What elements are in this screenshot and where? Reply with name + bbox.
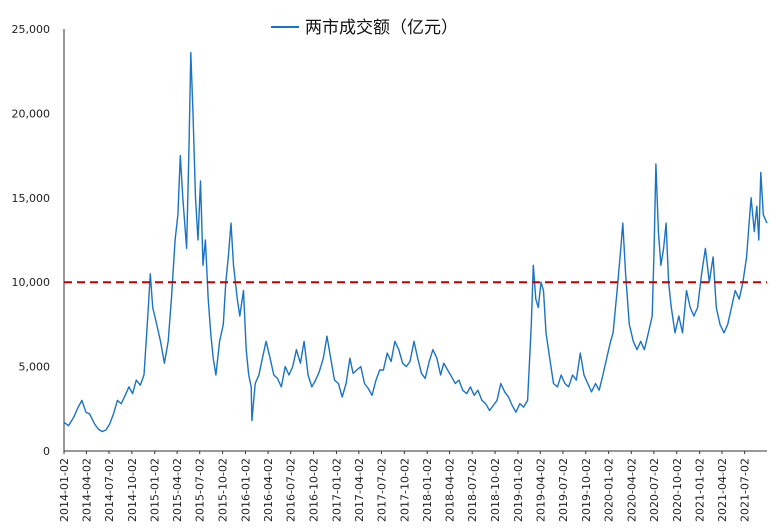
x-tick-label: 2015-01-02 xyxy=(149,458,162,522)
x-tick-labels: 2014-01-02 2014-04-02 2014-07-02 2014-10-02… xyxy=(58,451,752,522)
series-group xyxy=(63,51,768,433)
x-tick-label: 2015-10-02 xyxy=(217,458,230,522)
x-tick-label: 2020-10-02 xyxy=(671,458,684,522)
x-tick-label: 2018-07-02 xyxy=(466,458,479,522)
x-tick-label: 2016-10-02 xyxy=(308,458,321,522)
y-tick-label: 0 xyxy=(43,445,50,458)
x-tick-label: 2018-01-02 xyxy=(421,458,434,522)
x-tick-label: 2018-10-02 xyxy=(489,458,502,522)
x-tick-label: 2017-04-02 xyxy=(353,458,366,522)
y-tick-label: 15,000 xyxy=(12,192,51,205)
x-tick-label: 2019-07-02 xyxy=(557,458,570,522)
y-tick-label: 25,000 xyxy=(12,23,51,36)
y-tick-label: 20,000 xyxy=(12,107,51,120)
x-tick-label: 2021-04-02 xyxy=(716,458,729,522)
x-tick-label: 2014-01-02 xyxy=(58,458,71,522)
x-tick-label: 2021-01-02 xyxy=(694,458,707,522)
x-tick-label: 2016-07-02 xyxy=(285,458,298,522)
y-tick-labels: 0 5,000 10,000 15,000 20,000 25,000 xyxy=(12,23,51,458)
x-tick-label: 2015-04-02 xyxy=(171,458,184,522)
x-tick-label: 2020-07-02 xyxy=(648,458,661,522)
x-tick-label: 2016-01-02 xyxy=(239,458,252,522)
x-tick-label: 2014-10-02 xyxy=(126,458,139,522)
x-tick-label: 2016-04-02 xyxy=(262,458,275,522)
x-tick-label: 2017-10-02 xyxy=(398,458,411,522)
x-tick-label: 2014-04-02 xyxy=(80,458,93,522)
x-tick-label: 2017-01-02 xyxy=(330,458,343,522)
x-tick-label: 2020-04-02 xyxy=(625,458,638,522)
legend-label: 两市成交额（亿元） xyxy=(305,18,458,38)
x-tick-label: 2019-01-02 xyxy=(512,458,525,522)
x-tick-label: 2018-04-02 xyxy=(444,458,457,522)
plot-area: 0 5,000 10,000 15,000 20,000 25,000 2014-01-0… xyxy=(12,23,768,522)
x-tick-label: 2020-01-02 xyxy=(603,458,616,522)
x-tick-label: 2019-04-02 xyxy=(534,458,547,522)
y-tick-label: 5,000 xyxy=(19,361,51,374)
x-tick-label: 2015-07-02 xyxy=(194,458,207,522)
x-tick-label: 2014-07-02 xyxy=(103,458,116,522)
series-line xyxy=(63,51,768,433)
x-tick-label: 2017-07-02 xyxy=(375,458,388,522)
y-tick-label: 10,000 xyxy=(12,276,51,289)
x-tick-label: 2019-10-02 xyxy=(580,458,593,522)
legend: 两市成交额（亿元） xyxy=(271,18,458,38)
x-tick-label: 2021-07-02 xyxy=(739,458,752,522)
